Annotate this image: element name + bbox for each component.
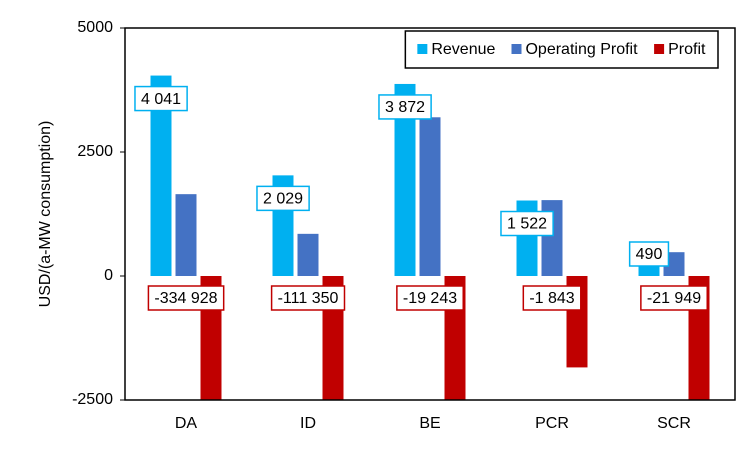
data-label: 3 872 [385, 99, 425, 116]
data-label: -111 350 [278, 290, 339, 307]
legend-label: Operating Profit [525, 41, 638, 58]
x-tick-label: SCR [657, 415, 691, 432]
data-label-box [628, 241, 670, 267]
data-label: -334 928 [154, 290, 217, 307]
data-label: 1 522 [507, 216, 547, 233]
y-tick-label: 2500 [77, 143, 113, 160]
data-label: 2 029 [263, 191, 303, 208]
data-label-box [147, 285, 225, 311]
bar [394, 83, 416, 277]
data-label-box [640, 285, 708, 311]
x-tick-label: ID [300, 415, 316, 432]
legend-box [404, 30, 719, 69]
data-label: 4 041 [141, 91, 181, 108]
data-label-box [270, 285, 346, 311]
y-tick-label: 5000 [77, 19, 113, 36]
y-tick-label: -2500 [72, 391, 113, 408]
plot-area [150, 75, 710, 400]
data-label-box [256, 185, 310, 212]
bar [297, 233, 319, 276]
x-tick-label: DA [175, 415, 198, 432]
legend-label: Profit [668, 41, 706, 58]
legend-swatch [417, 44, 428, 54]
data-label: -19 243 [403, 290, 457, 307]
data-label-box [378, 94, 432, 120]
data-label-box [396, 285, 464, 311]
data-label-box [522, 285, 582, 311]
y-axis-label: USD/(a-MW consumption) [37, 121, 54, 308]
legend: Revenue Operating Profit Profit [404, 30, 719, 69]
plot-frame [124, 27, 736, 401]
data-label-box [500, 210, 554, 237]
bar [175, 194, 197, 276]
x-tick-label: BE [419, 415, 440, 432]
data-label: -1 843 [529, 290, 574, 307]
data-label-box [134, 85, 188, 112]
legend-swatch [654, 44, 665, 54]
bar [150, 75, 172, 276]
legend-swatch [511, 44, 522, 54]
data-label: 490 [636, 246, 663, 263]
y-tick-label: 0 [104, 267, 113, 284]
bar [419, 117, 441, 276]
data-label: -21 949 [647, 290, 701, 307]
x-tick-label: PCR [535, 415, 569, 432]
legend-label: Revenue [431, 41, 495, 58]
